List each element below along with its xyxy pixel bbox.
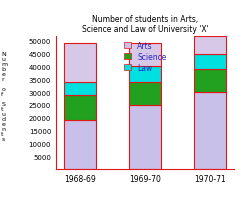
- Bar: [64, 82, 97, 95]
- Bar: [193, 36, 226, 54]
- Text: N
u
m
b
e
r
 
o
f
 
S
t
u
d
e
n
t
s: N u m b e r o f S t u d e n t s: [1, 52, 7, 142]
- Bar: [129, 105, 161, 169]
- Bar: [129, 82, 161, 105]
- Bar: [129, 67, 161, 82]
- Bar: [193, 93, 226, 169]
- Bar: [129, 44, 161, 67]
- Bar: [64, 44, 97, 82]
- Bar: [64, 95, 97, 121]
- Bar: [193, 54, 226, 70]
- Legend: Arts, Science, Law: Arts, Science, Law: [122, 40, 168, 74]
- Title: Number of students in Arts,
Science and Law of University 'X': Number of students in Arts, Science and …: [82, 15, 208, 34]
- Bar: [193, 70, 226, 93]
- Bar: [64, 121, 97, 169]
